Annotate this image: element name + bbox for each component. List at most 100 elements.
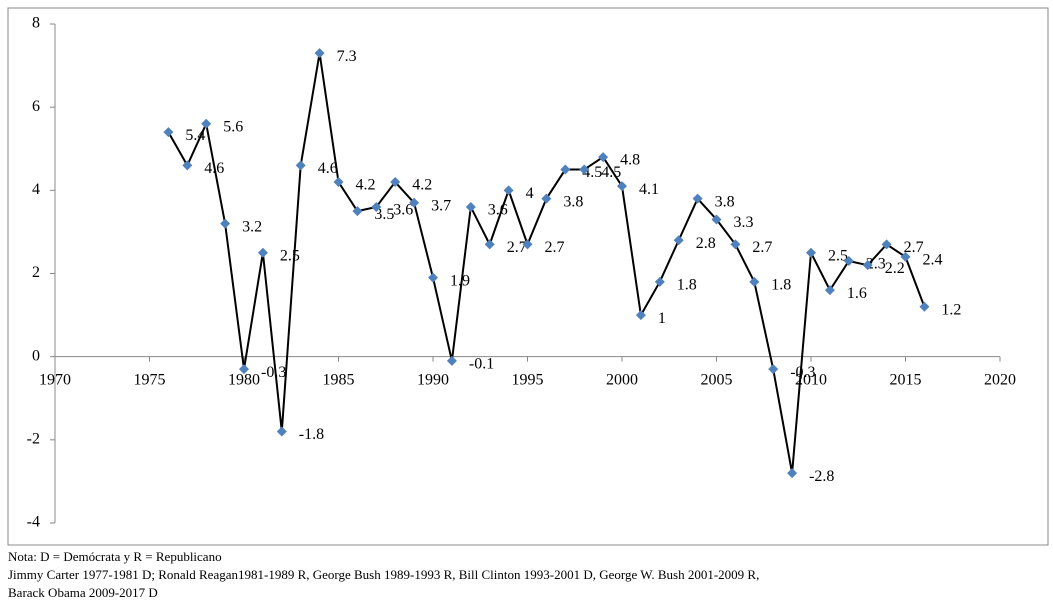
data-point — [390, 177, 401, 188]
data-label: 5.6 — [223, 118, 243, 135]
data-point — [428, 272, 438, 283]
data-label: -0.1 — [469, 355, 494, 372]
data-point — [749, 276, 760, 287]
data-point — [881, 239, 892, 250]
data-label: 4.6 — [318, 160, 338, 177]
data-point — [465, 201, 476, 212]
data-label: -0.3 — [261, 364, 286, 381]
data-point — [711, 214, 722, 225]
data-point — [673, 235, 684, 246]
data-label: 7.3 — [337, 48, 357, 65]
data-point — [409, 197, 420, 208]
data-label: 2.4 — [923, 252, 943, 269]
data-label: 4.8 — [620, 152, 640, 169]
data-label: 2.3 — [866, 256, 886, 273]
note: Barack Obama 2009-2017 D — [8, 585, 158, 600]
data-point — [276, 426, 287, 437]
data-label: 4.5 — [601, 164, 621, 181]
data-label: 4.2 — [412, 177, 432, 194]
data-label: 4.1 — [639, 181, 659, 198]
data-label: 1.6 — [847, 285, 867, 302]
data-point — [598, 152, 609, 163]
data-point — [333, 177, 344, 188]
data-point — [163, 127, 174, 138]
data-label: 2.7 — [904, 239, 924, 256]
chart-frame — [7, 7, 1049, 546]
y-tick-label: 6 — [32, 98, 40, 115]
note: Jimmy Carter 1977-1981 D; Ronald Reagan1… — [8, 567, 759, 582]
data-point — [654, 276, 665, 287]
data-point — [484, 239, 495, 250]
data-point — [787, 468, 798, 479]
data-label: 5.4 — [185, 127, 205, 144]
data-label: 3.6 — [393, 202, 413, 219]
data-label: -0.3 — [790, 364, 815, 381]
x-tick-label: 1985 — [323, 371, 355, 388]
data-label: 4.6 — [204, 160, 224, 177]
data-label: 1.8 — [677, 276, 697, 293]
data-label: 2.8 — [696, 235, 716, 252]
data-label: 2.2 — [885, 260, 905, 277]
data-point — [314, 48, 325, 59]
data-label: 2.7 — [507, 239, 527, 256]
data-point — [522, 239, 533, 250]
data-point — [862, 260, 873, 271]
data-label: 2.7 — [545, 239, 565, 256]
x-tick-label: 1975 — [134, 371, 166, 388]
data-point — [295, 160, 306, 171]
x-tick-label: 1980 — [228, 371, 260, 388]
x-tick-label: 1990 — [417, 371, 449, 388]
data-point — [768, 364, 779, 375]
data-label: 4.2 — [356, 177, 376, 194]
data-label: 3.8 — [715, 193, 735, 210]
data-label: 2.5 — [280, 247, 300, 264]
data-label: 2.7 — [752, 239, 772, 256]
data-label: -2.8 — [809, 468, 834, 485]
x-tick-label: 2000 — [606, 371, 638, 388]
x-tick-label: 1970 — [39, 371, 71, 388]
y-tick-label: -4 — [27, 514, 40, 531]
data-point — [824, 285, 835, 296]
data-point — [560, 164, 571, 175]
data-point — [503, 185, 514, 196]
data-point — [806, 247, 816, 258]
data-point — [730, 239, 741, 250]
data-label: 1.2 — [941, 301, 961, 318]
data-point — [446, 355, 457, 366]
x-tick-label: 1995 — [512, 371, 544, 388]
data-point — [919, 301, 930, 312]
data-label: 3.2 — [242, 218, 262, 235]
data-point — [692, 193, 703, 204]
data-label: 2.5 — [828, 247, 848, 264]
data-label: -1.8 — [299, 426, 324, 443]
data-point — [220, 218, 231, 229]
data-label: 1 — [658, 310, 666, 327]
data-label: 3.3 — [734, 214, 754, 231]
data-label: 3.5 — [374, 206, 394, 223]
data-point — [371, 201, 382, 212]
x-tick-label: 2005 — [701, 371, 733, 388]
y-tick-label: -2 — [27, 431, 40, 448]
data-point — [843, 256, 854, 267]
data-point — [541, 193, 552, 204]
data-point — [239, 364, 249, 375]
data-label: 3.8 — [563, 193, 583, 210]
data-label: 1.9 — [450, 272, 470, 289]
x-tick-label: 2015 — [890, 371, 922, 388]
data-label: 3.7 — [431, 197, 451, 214]
y-tick-label: 4 — [32, 181, 40, 198]
data-point — [900, 251, 911, 262]
data-point — [201, 118, 212, 129]
x-tick-label: 2010 — [795, 371, 827, 388]
data-label: 4 — [526, 185, 534, 202]
data-point — [635, 310, 646, 321]
data-point — [182, 160, 193, 171]
data-label: 1.8 — [771, 276, 791, 293]
data-point — [579, 164, 590, 175]
x-tick-label: 2020 — [984, 371, 1016, 388]
y-tick-label: 8 — [32, 15, 40, 32]
note: Nota: D = Demócrata y R = Republicano — [8, 549, 222, 564]
data-point — [352, 206, 363, 217]
